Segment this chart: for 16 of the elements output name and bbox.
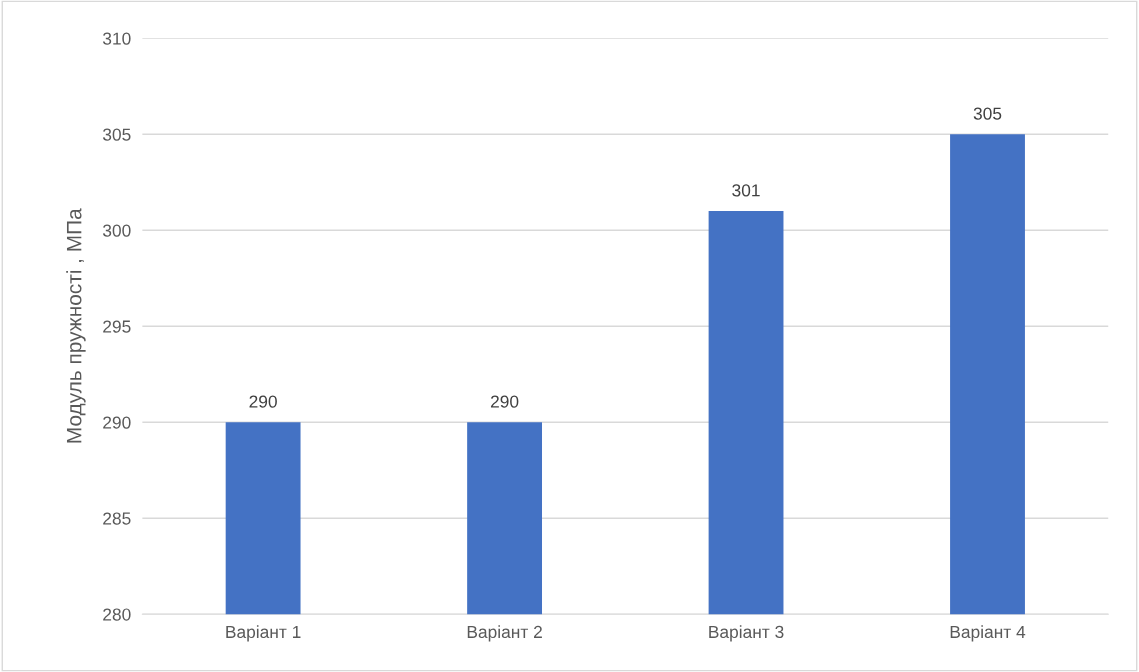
x-tick-label: Варіант 3 xyxy=(709,625,784,642)
data-label: 290 xyxy=(490,395,519,408)
y-tick-label: 280 xyxy=(103,608,131,621)
y-tick-label: 300 xyxy=(102,224,131,237)
y-axis-title: Модуль пружності , МПа xyxy=(66,208,86,443)
x-tick-label: Варіант 2 xyxy=(467,625,542,642)
data-label: 290 xyxy=(249,395,277,408)
x-tick-label: Варіант 1 xyxy=(226,625,301,642)
y-tick-label: 285 xyxy=(103,512,131,525)
data-label: 301 xyxy=(732,184,760,197)
x-tick-label: Варіант 4 xyxy=(950,625,1026,642)
y-tick-label: 310 xyxy=(102,32,131,45)
y-tick-label: 290 xyxy=(103,416,131,429)
data-label: 305 xyxy=(973,107,1002,120)
y-tick-label: 305 xyxy=(102,128,131,141)
y-tick-label: 295 xyxy=(103,320,131,333)
